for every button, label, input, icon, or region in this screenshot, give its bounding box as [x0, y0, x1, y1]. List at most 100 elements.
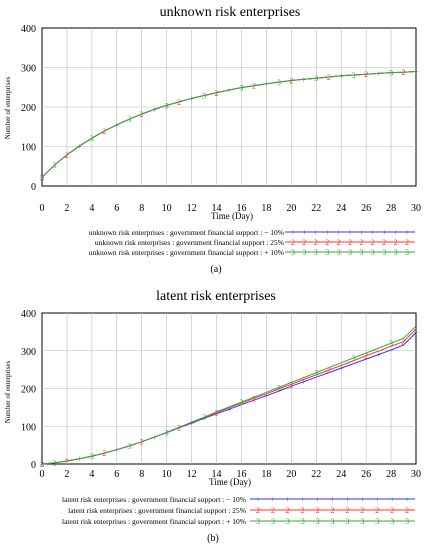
panel-a-gridlines	[42, 28, 416, 186]
legend-swatch-marker: 3	[271, 517, 275, 526]
series-point-marker-3: 3	[52, 459, 56, 468]
series-line-3	[41, 71, 417, 178]
series-point-marker-3: 3	[352, 71, 356, 80]
panel-b-gridlines	[42, 313, 416, 464]
series-point-marker-2: 2	[327, 366, 331, 375]
y-tick-label: 200	[21, 103, 36, 114]
series-point-marker-2: 2	[40, 173, 44, 182]
series-point-marker-1: +	[40, 173, 45, 182]
legend-entry-label: unknown risk enterprises : government fi…	[89, 248, 284, 257]
legend-swatch-marker: 2	[291, 238, 295, 247]
series-point-marker-1: +	[189, 94, 194, 103]
series-point-marker-1: +	[264, 80, 269, 89]
y-tick-label: 0	[31, 460, 36, 471]
series-point-marker-1: +	[115, 446, 120, 455]
legend-swatch-marker: 3	[390, 517, 394, 526]
legend-swatch-marker: 2	[314, 238, 318, 247]
x-tick-label: 26	[361, 469, 371, 480]
panel-a-y-axis-label: Number of enterprises	[4, 76, 12, 139]
legend-swatch-marker: 3	[286, 517, 290, 526]
x-tick-label: 6	[114, 469, 119, 480]
x-tick-label: 16	[236, 469, 246, 480]
legend-swatch-marker: 3	[345, 517, 349, 526]
x-tick-label: 30	[411, 469, 421, 480]
legend-swatch-marker: +	[393, 228, 398, 237]
legend-swatch-marker: 3	[256, 517, 260, 526]
legend-swatch-marker: +	[314, 228, 319, 237]
legend-swatch-marker: 3	[375, 517, 379, 526]
legend-swatch-marker: 2	[382, 238, 386, 247]
x-tick-label: 4	[89, 469, 94, 480]
x-tick-label: 28	[386, 469, 396, 480]
series-point-marker-1: +	[414, 329, 419, 338]
legend-swatch-marker: 2	[286, 506, 290, 515]
legend-swatch-marker: +	[315, 495, 320, 504]
series-point-marker-1: +	[227, 405, 232, 414]
y-tick-label: 200	[21, 385, 36, 396]
series-point-marker-2: 2	[364, 352, 368, 361]
legend-swatch-marker: +	[360, 495, 365, 504]
legend-swatch-marker: +	[286, 495, 291, 504]
legend-swatch-marker: +	[325, 228, 330, 237]
series-point-marker-2: 2	[140, 438, 144, 447]
x-tick-label: 0	[40, 469, 45, 480]
legend-swatch-marker: 2	[348, 238, 352, 247]
series-point-marker-3: 3	[314, 74, 318, 83]
series-point-marker-3: 3	[202, 92, 206, 101]
series-point-marker-1: +	[152, 433, 157, 442]
x-tick-label: 20	[286, 203, 296, 214]
series-point-marker-3: 3	[389, 339, 393, 348]
legend-swatch-marker: 3	[314, 248, 318, 257]
series-line-3	[41, 325, 417, 465]
series-point-marker-1: +	[264, 392, 269, 401]
x-tick-label: 10	[162, 469, 172, 480]
series-point-marker-3: 3	[40, 460, 44, 469]
series-point-marker-3: 3	[127, 442, 131, 451]
legend-swatch-marker: 3	[301, 517, 305, 526]
series-point-marker-1: +	[189, 419, 194, 428]
legend-swatch-marker: 3	[405, 248, 409, 257]
x-tick-label: 24	[336, 203, 346, 214]
legend-swatch-marker: 2	[316, 506, 320, 515]
x-tick-label: 22	[311, 469, 321, 480]
legend-swatch-marker: 2	[360, 506, 364, 515]
series-point-marker-3: 3	[352, 354, 356, 363]
series-point-marker-1: +	[414, 67, 419, 76]
x-tick-label: 4	[89, 203, 94, 214]
x-tick-label: 28	[386, 203, 396, 214]
legend-swatch-marker: 2	[359, 238, 363, 247]
series-point-marker-2: 2	[289, 380, 293, 389]
legend-swatch-marker: 3	[325, 248, 329, 257]
x-tick-label: 14	[212, 469, 222, 480]
x-tick-label: 24	[336, 469, 346, 480]
series-point-marker-3: 3	[90, 452, 94, 461]
x-tick-label: 26	[361, 203, 371, 214]
legend-swatch-marker: 2	[405, 238, 409, 247]
series-point-marker-3: 3	[277, 78, 281, 87]
panel-a-legend: unknown risk enterprises : government fi…	[89, 228, 415, 257]
series-point-marker-3: 3	[314, 369, 318, 378]
legend-entry-label: latent risk enterprises : government fin…	[68, 506, 246, 515]
x-tick-label: 12	[187, 203, 197, 214]
series-point-marker-1: +	[115, 121, 120, 130]
legend-swatch-marker: 2	[337, 238, 341, 247]
legend-swatch-marker: +	[336, 228, 341, 237]
x-tick-label: 12	[187, 469, 197, 480]
panel-a-label: (a)	[210, 264, 221, 275]
legend-swatch-marker: +	[359, 228, 364, 237]
legend-swatch-marker: 3	[371, 248, 375, 257]
panel-a-x-axis-label: Time (Day)	[211, 211, 253, 221]
legend-swatch-marker: 3	[316, 517, 320, 526]
y-tick-label: 300	[21, 347, 36, 358]
panel-a-y-tick-labels: 0 100 200 300 400	[21, 24, 36, 193]
series-point-marker-1: +	[77, 142, 82, 151]
y-tick-label: 0	[31, 182, 36, 193]
legend-swatch-marker: +	[348, 228, 353, 237]
series-point-marker-2: 2	[402, 68, 406, 77]
panel-b-y-axis-label: Number of enterprises	[4, 360, 12, 423]
x-tick-label: 2	[64, 203, 69, 214]
legend-swatch-marker: +	[405, 228, 410, 237]
